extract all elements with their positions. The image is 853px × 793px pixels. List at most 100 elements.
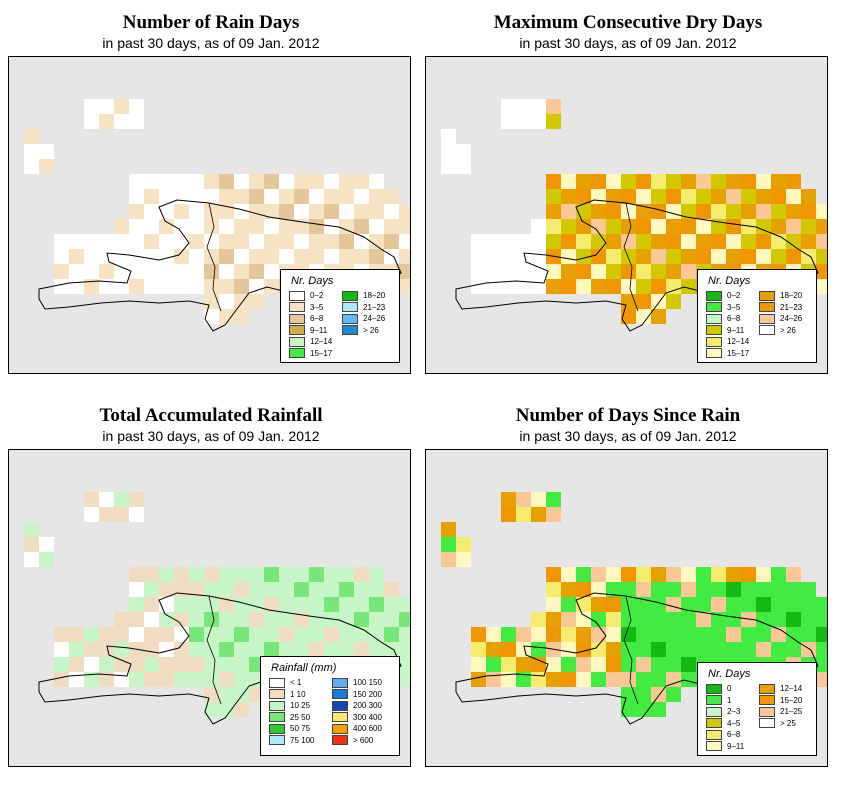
grid-cell	[84, 264, 99, 279]
grid-cell	[591, 612, 606, 627]
grid-cell	[801, 234, 816, 249]
grid-cell	[204, 567, 219, 582]
grid-cell	[726, 174, 741, 189]
grid-cell	[219, 657, 234, 672]
grid-cell	[816, 219, 827, 234]
legend-label: 1	[727, 695, 732, 705]
grid-cell	[771, 642, 786, 657]
grid-cell	[801, 204, 816, 219]
grid-cell	[144, 597, 159, 612]
grid-cell	[636, 309, 651, 324]
grid-cell	[204, 279, 219, 294]
grid-cell	[144, 279, 159, 294]
legend-swatch	[269, 735, 285, 746]
grid-cell	[144, 612, 159, 627]
grid-cell	[279, 249, 294, 264]
grid-cell	[531, 234, 546, 249]
grid-cell	[756, 597, 771, 612]
grid-cell	[636, 219, 651, 234]
grid-cell	[666, 657, 681, 672]
grid-cell	[726, 582, 741, 597]
grid-cell	[114, 657, 129, 672]
grid-cell	[219, 309, 234, 324]
grid-cell	[531, 264, 546, 279]
grid-cell	[786, 642, 801, 657]
grid-cell	[234, 264, 249, 279]
grid-cell	[159, 612, 174, 627]
grid-cell	[399, 657, 410, 672]
grid-cell	[726, 189, 741, 204]
grid-cell	[324, 582, 339, 597]
grid-cell	[279, 174, 294, 189]
grid-cell	[99, 99, 114, 114]
grid-cell	[681, 234, 696, 249]
grid-cell	[159, 234, 174, 249]
legend-swatch	[269, 689, 285, 700]
grid-cell	[531, 492, 546, 507]
grid-cell	[399, 234, 410, 249]
grid-cell	[636, 279, 651, 294]
grid-cell	[174, 219, 189, 234]
grid-cell	[531, 612, 546, 627]
grid-cell	[636, 657, 651, 672]
grid-cell	[576, 264, 591, 279]
grid-cell	[144, 249, 159, 264]
legend-item: 300 400	[332, 712, 395, 724]
map-frame: Nr. Days 0–2 3–5 6–8 9–11 12–14 15–17 18–20 21–…	[425, 56, 828, 374]
legend-items: 0–2 3–5 6–8 9–11 12–14 15–17 18–20 21–23 24–26 > …	[289, 290, 395, 359]
grid-cell	[786, 249, 801, 264]
grid-cell	[591, 264, 606, 279]
legend-item: 18–20	[759, 290, 812, 302]
grid-cell	[339, 189, 354, 204]
grid-cell	[39, 552, 54, 567]
grid-cell	[516, 234, 531, 249]
grid-cell	[606, 567, 621, 582]
grid-cell	[801, 249, 816, 264]
legend-label: 12–14	[310, 337, 333, 347]
grid-cell	[219, 612, 234, 627]
grid-cell	[516, 657, 531, 672]
grid-cell	[771, 249, 786, 264]
legend-item: 6–8	[289, 313, 342, 325]
legend-label: 21–23	[363, 302, 386, 312]
legend-swatch	[342, 302, 358, 313]
grid-cell	[546, 492, 561, 507]
grid-cell	[486, 264, 501, 279]
grid-cell	[591, 597, 606, 612]
grid-cell	[264, 204, 279, 219]
grid-cell	[786, 189, 801, 204]
grid-cell	[711, 249, 726, 264]
grid-cell	[561, 189, 576, 204]
country-border	[206, 595, 222, 705]
grid-cell	[219, 249, 234, 264]
grid-cell	[339, 627, 354, 642]
grid-cell	[69, 627, 84, 642]
country-border	[206, 202, 222, 312]
grid-cell	[129, 657, 144, 672]
grid-cell	[591, 249, 606, 264]
grid-cell	[741, 627, 756, 642]
grid-cell	[174, 567, 189, 582]
grid-cell	[636, 294, 651, 309]
grid-cell	[339, 582, 354, 597]
grid-cell	[816, 597, 827, 612]
grid-cell	[696, 249, 711, 264]
grid-cell	[501, 627, 516, 642]
grid-cell	[666, 567, 681, 582]
grid-cell	[681, 582, 696, 597]
grid-cell	[399, 249, 410, 264]
grid-cell	[189, 597, 204, 612]
grid-cell	[114, 264, 129, 279]
grid-cell	[54, 279, 69, 294]
grid-cell	[144, 567, 159, 582]
grid-cell	[756, 174, 771, 189]
grid-cell	[741, 189, 756, 204]
grid-cell	[486, 249, 501, 264]
grid-cell	[816, 234, 827, 249]
legend-label: 3–5	[727, 302, 741, 312]
legend-item: 24–26	[342, 313, 395, 325]
grid-cell	[234, 189, 249, 204]
grid-cell	[771, 204, 786, 219]
grid-cell	[264, 174, 279, 189]
grid-cell	[99, 264, 114, 279]
